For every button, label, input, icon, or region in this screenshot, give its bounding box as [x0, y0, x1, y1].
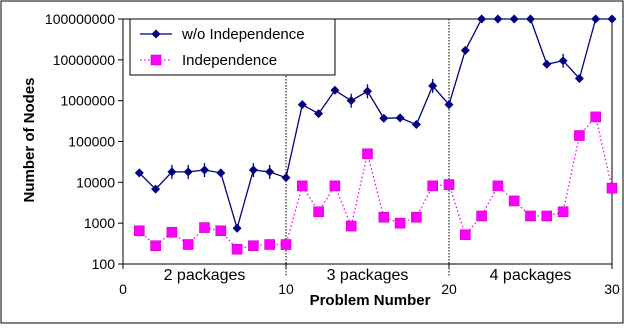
data-point-diamond [216, 168, 226, 178]
data-point-diamond [395, 113, 405, 123]
legend-label-independence: Independence [182, 52, 277, 69]
data-point-diamond [346, 96, 356, 106]
data-point-square [215, 225, 227, 237]
legend-box [129, 18, 336, 76]
legend-label-without-independence: w/o Independence [181, 26, 305, 43]
data-point-diamond [509, 14, 519, 24]
data-point-square [329, 180, 341, 192]
data-point-square [557, 206, 569, 218]
data-point-diamond [330, 85, 340, 95]
data-point-square [394, 217, 406, 229]
y-tick-label: 100 [92, 256, 116, 272]
data-point-square [590, 111, 602, 123]
data-point-diamond [607, 14, 617, 24]
data-point-square [280, 239, 292, 250]
group-label: 4 packages [490, 267, 572, 284]
data-point-diamond [526, 14, 535, 24]
data-point-square [378, 211, 390, 223]
data-point-diamond [379, 113, 389, 123]
data-point-square [427, 180, 439, 192]
y-axis-label: Number of Nodes [21, 77, 38, 202]
data-point-diamond [591, 14, 601, 24]
y-tick-label: 100000000 [45, 11, 115, 27]
data-point-diamond [183, 167, 193, 177]
data-point-diamond [134, 168, 144, 178]
data-point-diamond [265, 167, 275, 177]
data-point-square [134, 225, 145, 237]
data-point-diamond [363, 86, 372, 96]
data-point-square [476, 210, 487, 222]
y-tick-label: 100000 [68, 134, 115, 150]
legend-square-marker [150, 54, 162, 66]
data-point-square [231, 243, 243, 255]
data-point-square [492, 180, 504, 192]
data-point-diamond [558, 56, 568, 66]
data-point-diamond [200, 165, 209, 175]
data-point-square [248, 240, 259, 252]
group-label: 2 packages [164, 267, 246, 284]
legend-item-without-independence: w/o Independence [140, 26, 305, 43]
data-point-square [574, 130, 585, 141]
group-label: 3 packages [327, 267, 409, 284]
y-tick-label: 10000000 [53, 52, 116, 68]
data-point-square [199, 222, 210, 233]
data-point-diamond [477, 14, 487, 24]
data-point-diamond [542, 59, 552, 69]
x-axis-label: Problem Number [310, 292, 431, 309]
data-point-diamond [151, 184, 161, 194]
data-point-square [362, 148, 373, 160]
data-point-square [166, 226, 178, 238]
data-point-diamond [411, 120, 421, 130]
data-point-square [411, 211, 422, 223]
x-tick-label: 0 [119, 281, 127, 297]
data-point-diamond [428, 81, 438, 91]
data-point-square [459, 229, 471, 241]
data-point-square [296, 180, 308, 192]
data-point-square [508, 195, 520, 207]
data-point-square [182, 239, 194, 250]
data-point-diamond [297, 100, 307, 110]
data-point-diamond [444, 100, 454, 110]
legend-item-independence: Independence [140, 52, 277, 69]
data-point-square [264, 239, 276, 250]
legend: w/o Independence Independence [129, 18, 336, 76]
data-point-diamond [232, 223, 242, 233]
data-point-diamond [493, 14, 503, 24]
y-tick-label: 1000 [84, 215, 115, 231]
data-point-square [313, 206, 324, 218]
data-point-diamond [167, 167, 177, 177]
data-point-diamond [314, 109, 324, 119]
x-tick-label: 30 [604, 281, 620, 297]
legend-diamond-marker [151, 29, 161, 39]
data-point-square [443, 179, 455, 190]
x-tick-label: 20 [441, 281, 457, 297]
data-point-diamond [574, 73, 584, 83]
data-point-square [345, 220, 357, 232]
data-point-square [541, 210, 553, 222]
data-point-square [606, 182, 618, 194]
data-point-diamond [248, 165, 258, 175]
data-point-diamond [460, 45, 470, 55]
data-point-square [150, 240, 161, 252]
data-point-diamond [281, 173, 291, 183]
x-tick-label: 10 [278, 281, 294, 297]
y-tick-label: 1000000 [60, 93, 115, 109]
y-tick-label: 10000 [76, 174, 115, 190]
data-point-square [525, 210, 536, 222]
